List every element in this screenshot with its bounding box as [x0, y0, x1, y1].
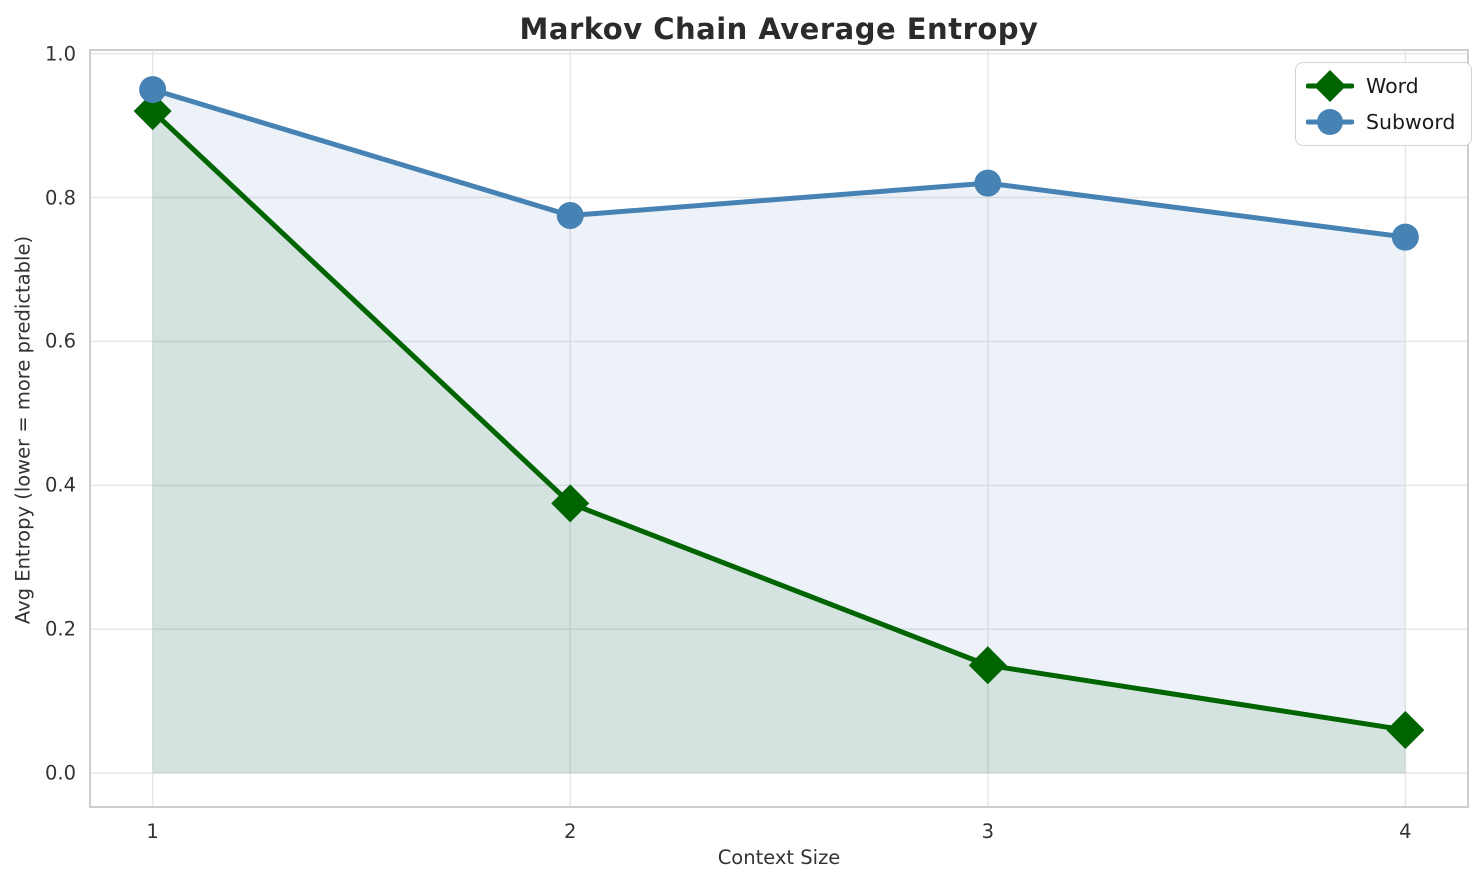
y-tick-label: 0.4 — [44, 473, 76, 497]
circle-marker-icon — [1306, 109, 1354, 135]
x-tick-label: 4 — [1399, 820, 1412, 843]
series-fill-word — [152, 111, 1406, 774]
data-point-word — [968, 646, 1007, 685]
chart-title: Markov Chain Average Entropy — [519, 12, 1039, 46]
x-tick-label: 1 — [146, 820, 159, 843]
legend-label: Word — [1366, 74, 1419, 98]
y-axis-label: Avg Entropy (lower = more predictable) — [11, 235, 35, 625]
y-tick-label: 0.6 — [44, 329, 76, 353]
y-tick-label: 1.0 — [44, 42, 76, 66]
data-point-subword — [1391, 223, 1419, 251]
axes-spines — [89, 49, 1469, 808]
x-axis-label: Context Size — [717, 846, 841, 869]
series-fill-subword — [152, 89, 1406, 774]
y-tick-label: 0.8 — [44, 186, 76, 209]
diamond-marker-icon — [1306, 70, 1354, 102]
data-point-word — [551, 484, 590, 523]
data-point-subword — [139, 76, 167, 104]
y-tick-label: 0.0 — [44, 761, 76, 785]
legend-label: Subword — [1366, 110, 1456, 134]
y-tick-label: 0.2 — [44, 617, 76, 641]
data-point-subword — [556, 202, 584, 230]
series-line-word — [150, 108, 1408, 733]
series-line-subword — [150, 87, 1408, 240]
data-point-word — [1386, 711, 1425, 750]
legend: Word Subword — [1295, 62, 1473, 146]
legend-entry-word: Word — [1306, 70, 1455, 102]
data-point-subword — [974, 169, 1002, 197]
data-point-word — [133, 92, 172, 131]
x-tick-label: 3 — [981, 820, 994, 843]
legend-entry-subword: Subword — [1306, 106, 1455, 138]
x-tick-label: 2 — [563, 820, 577, 843]
